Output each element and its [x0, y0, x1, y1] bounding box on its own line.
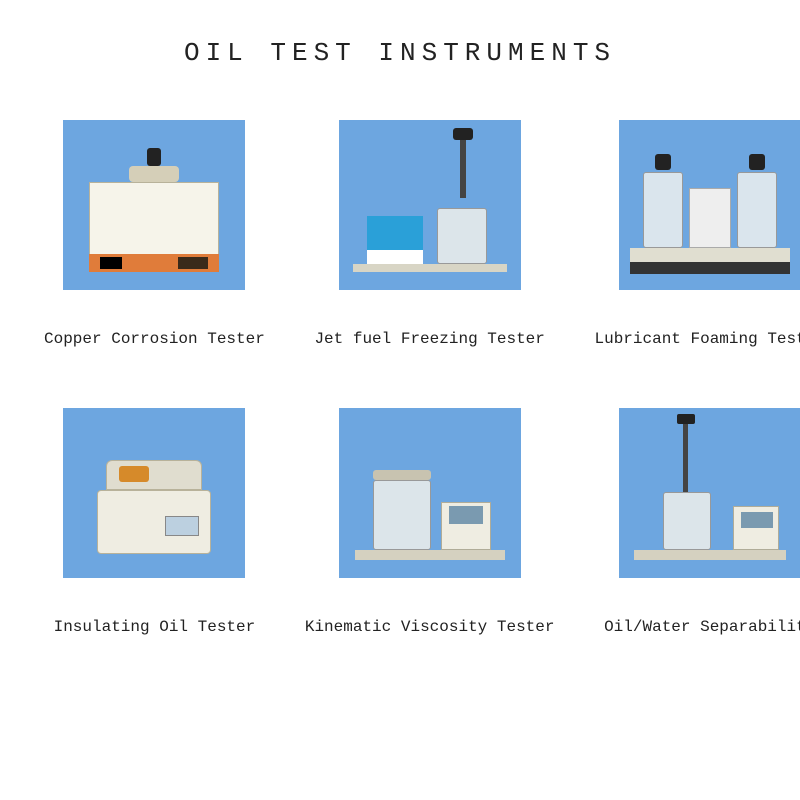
product-card[interactable]: Oil/Water Separability [594, 408, 800, 636]
product-card[interactable]: Kinematic Viscosity Tester [305, 408, 555, 636]
product-card[interactable]: Insulating Oil Tester [44, 408, 265, 636]
product-label: Kinematic Viscosity Tester [305, 618, 555, 636]
product-label: Insulating Oil Tester [54, 618, 256, 636]
product-label: Copper Corrosion Tester [44, 330, 265, 348]
product-grid: Copper Corrosion Tester Jet fuel Freezin… [0, 120, 800, 636]
product-card[interactable]: Copper Corrosion Tester [44, 120, 265, 348]
product-thumb-jet-fuel-freezing [339, 120, 521, 290]
product-card[interactable]: Jet fuel Freezing Tester [305, 120, 555, 348]
page-title: OIL TEST INSTRUMENTS [0, 0, 800, 120]
product-thumb-lubricant-foaming [619, 120, 800, 290]
product-thumb-insulating-oil [63, 408, 245, 578]
product-thumb-oil-water-separability [619, 408, 800, 578]
product-label: Oil/Water Separability [604, 618, 800, 636]
product-thumb-kinematic-viscosity [339, 408, 521, 578]
product-label: Jet fuel Freezing Tester [314, 330, 544, 348]
product-thumb-copper-corrosion [63, 120, 245, 290]
product-card[interactable]: Lubricant Foaming Tester [594, 120, 800, 348]
product-label: Lubricant Foaming Tester [594, 330, 800, 348]
